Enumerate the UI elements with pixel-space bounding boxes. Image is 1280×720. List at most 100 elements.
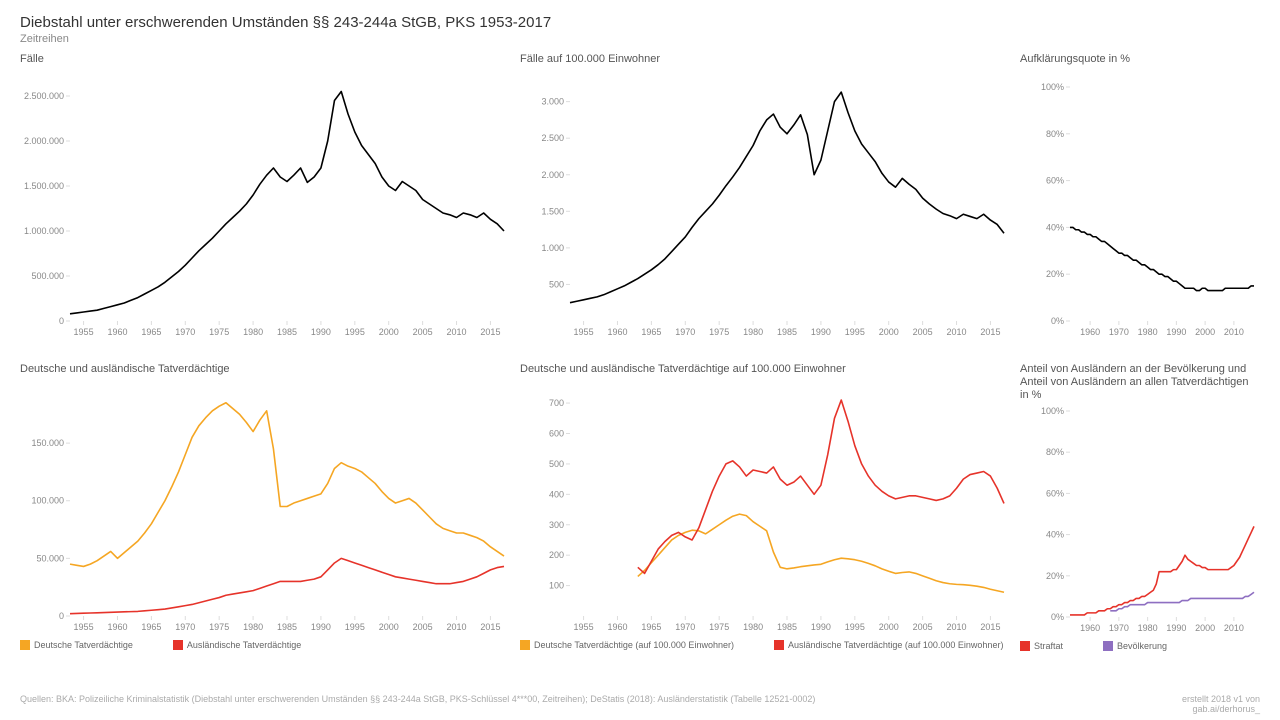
svg-text:1965: 1965 xyxy=(641,622,661,632)
legend-item: Bevölkerung xyxy=(1103,641,1167,651)
svg-text:2000: 2000 xyxy=(379,327,399,337)
svg-text:1990: 1990 xyxy=(811,327,831,337)
svg-text:1985: 1985 xyxy=(777,327,797,337)
chart-grid: Fälle 0500.0001.000.0001.500.0002.000.00… xyxy=(20,53,1260,663)
main-title: Diebstahl unter erschwerenden Umständen … xyxy=(20,14,1260,31)
legend-swatch xyxy=(520,640,530,650)
svg-text:1995: 1995 xyxy=(345,622,365,632)
svg-text:2005: 2005 xyxy=(913,622,933,632)
svg-text:1980: 1980 xyxy=(743,327,763,337)
svg-text:60%: 60% xyxy=(1046,176,1064,186)
svg-text:1960: 1960 xyxy=(107,327,127,337)
svg-text:2015: 2015 xyxy=(480,327,500,337)
svg-text:2005: 2005 xyxy=(413,327,433,337)
svg-text:50.000: 50.000 xyxy=(36,553,64,563)
svg-text:500: 500 xyxy=(549,279,564,289)
svg-text:1970: 1970 xyxy=(1109,623,1129,633)
panel-title: Fälle xyxy=(20,53,510,79)
svg-text:2015: 2015 xyxy=(980,622,1000,632)
svg-text:1960: 1960 xyxy=(107,622,127,632)
svg-text:1990: 1990 xyxy=(311,622,331,632)
svg-text:200: 200 xyxy=(549,550,564,560)
panel-title: Anteil von Ausländern an der Bevölkerung… xyxy=(1020,363,1260,403)
svg-text:2000: 2000 xyxy=(379,622,399,632)
svg-text:1990: 1990 xyxy=(1166,327,1186,337)
svg-text:2010: 2010 xyxy=(447,327,467,337)
legend-label: Ausländische Tatverdächtige xyxy=(187,640,301,650)
svg-text:1970: 1970 xyxy=(1109,327,1129,337)
svg-text:2010: 2010 xyxy=(1224,623,1244,633)
legend-label: Straftat xyxy=(1034,641,1063,651)
legend-swatch xyxy=(20,640,30,650)
svg-text:2000: 2000 xyxy=(1195,327,1215,337)
svg-text:1970: 1970 xyxy=(675,622,695,632)
svg-text:1990: 1990 xyxy=(311,327,331,337)
legend: Deutsche Tatverdächtige (auf 100.000 Ein… xyxy=(520,640,1010,650)
svg-text:1955: 1955 xyxy=(74,622,94,632)
svg-text:2000: 2000 xyxy=(1195,623,1215,633)
svg-text:1.000.000: 1.000.000 xyxy=(24,226,64,236)
panel-foreigner-share: Anteil von Ausländern an der Bevölkerung… xyxy=(1020,363,1260,663)
svg-text:1985: 1985 xyxy=(277,622,297,632)
svg-text:150.000: 150.000 xyxy=(31,438,64,448)
svg-text:1970: 1970 xyxy=(175,327,195,337)
svg-text:2000: 2000 xyxy=(879,327,899,337)
legend-label: Deutsche Tatverdächtige (auf 100.000 Ein… xyxy=(534,640,734,650)
svg-text:2015: 2015 xyxy=(980,327,1000,337)
svg-text:1970: 1970 xyxy=(175,622,195,632)
svg-text:1965: 1965 xyxy=(141,327,161,337)
legend-item: Ausländische Tatverdächtige (auf 100.000… xyxy=(774,640,1003,650)
svg-text:80%: 80% xyxy=(1046,447,1064,457)
svg-text:20%: 20% xyxy=(1046,570,1064,580)
svg-text:1995: 1995 xyxy=(345,327,365,337)
legend: Straftat Bevölkerung xyxy=(1020,641,1260,651)
svg-text:1975: 1975 xyxy=(709,622,729,632)
credit-link: gab.ai/derhorus_ xyxy=(1182,704,1260,714)
svg-text:0: 0 xyxy=(59,316,64,326)
svg-text:100%: 100% xyxy=(1041,406,1064,416)
svg-text:1980: 1980 xyxy=(1138,327,1158,337)
svg-text:2.000.000: 2.000.000 xyxy=(24,136,64,146)
legend-label: Ausländische Tatverdächtige (auf 100.000… xyxy=(788,640,1003,650)
svg-text:1995: 1995 xyxy=(845,327,865,337)
svg-text:1.500.000: 1.500.000 xyxy=(24,181,64,191)
svg-text:100: 100 xyxy=(549,581,564,591)
svg-text:700: 700 xyxy=(549,398,564,408)
svg-text:1995: 1995 xyxy=(845,622,865,632)
svg-text:1985: 1985 xyxy=(277,327,297,337)
svg-text:1960: 1960 xyxy=(1080,327,1100,337)
svg-text:1990: 1990 xyxy=(811,622,831,632)
svg-text:1975: 1975 xyxy=(709,327,729,337)
footer: Quellen: BKA: Polizeiliche Kriminalstati… xyxy=(20,694,1260,714)
svg-text:1990: 1990 xyxy=(1166,623,1186,633)
panel-title: Fälle auf 100.000 Einwohner xyxy=(520,53,1010,79)
svg-text:1955: 1955 xyxy=(574,327,594,337)
svg-text:1975: 1975 xyxy=(209,327,229,337)
legend-item: Deutsche Tatverdächtige xyxy=(20,640,133,650)
panel-clearance-rate: Aufklärungsquote in % 0%20%40%60%80%100%… xyxy=(1020,53,1260,353)
svg-text:2005: 2005 xyxy=(913,327,933,337)
panel-title: Deutsche und ausländische Tatverdächtige… xyxy=(520,363,1010,389)
svg-text:2010: 2010 xyxy=(447,622,467,632)
svg-text:2.000: 2.000 xyxy=(541,170,564,180)
panel-suspects: Deutsche und ausländische Tatverdächtige… xyxy=(20,363,510,663)
legend-label: Bevölkerung xyxy=(1117,641,1167,651)
svg-text:1960: 1960 xyxy=(1080,623,1100,633)
legend-label: Deutsche Tatverdächtige xyxy=(34,640,133,650)
panel-cases-per-100k: Fälle auf 100.000 Einwohner 5001.0001.50… xyxy=(520,53,1010,353)
svg-text:400: 400 xyxy=(549,489,564,499)
svg-text:100.000: 100.000 xyxy=(31,496,64,506)
svg-text:2.500: 2.500 xyxy=(541,133,564,143)
svg-text:1955: 1955 xyxy=(74,327,94,337)
svg-text:1975: 1975 xyxy=(209,622,229,632)
svg-text:40%: 40% xyxy=(1046,222,1064,232)
credit-line: erstellt 2018 v1 von xyxy=(1182,694,1260,704)
svg-text:2010: 2010 xyxy=(947,622,967,632)
svg-text:60%: 60% xyxy=(1046,488,1064,498)
main-subtitle: Zeitreihen xyxy=(20,33,1260,45)
svg-text:1970: 1970 xyxy=(675,327,695,337)
svg-text:0%: 0% xyxy=(1051,316,1064,326)
svg-text:100%: 100% xyxy=(1041,82,1064,92)
svg-text:2000: 2000 xyxy=(879,622,899,632)
svg-text:1980: 1980 xyxy=(743,622,763,632)
